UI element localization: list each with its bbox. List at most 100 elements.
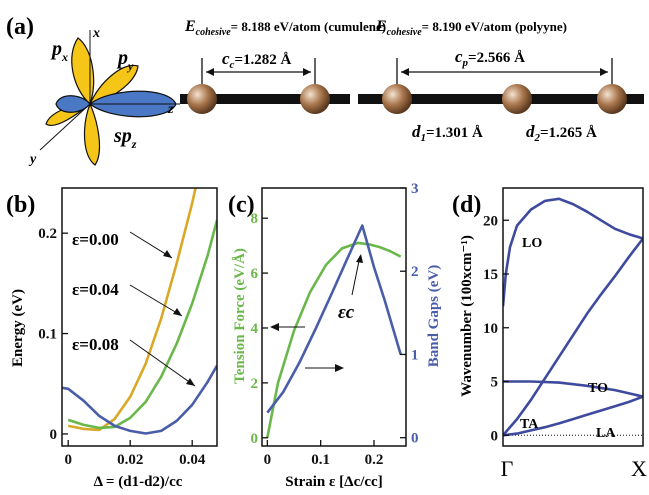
y-tick-label: 0: [491, 428, 499, 444]
y-tick-label: 2: [251, 376, 259, 392]
arrowhead-epsc: [356, 254, 363, 263]
panel-d-branch-labels: LO TO TA LA: [520, 236, 616, 441]
z-axis-label: z: [167, 102, 174, 117]
panel-a-label: (a): [6, 14, 34, 40]
y-axis-line: [39, 103, 91, 151]
x-tick-label: X: [631, 456, 647, 481]
arrow-epsc: [351, 255, 361, 296]
arrowhead-eps-0: [163, 250, 172, 258]
arrowhead-bandgap: [335, 364, 344, 372]
y-right-tick-label: 0: [411, 431, 419, 447]
branch-line-la: [503, 395, 643, 437]
panel-c-annotations: εc: [270, 254, 363, 372]
panel-c: (c) 0 0.1 0.2 0 2 4 6 8 0 1 2 3 Tension Force (eV…: [228, 181, 442, 490]
cp-arrowhead-left: [401, 68, 409, 76]
cc-arrowhead-right: [303, 68, 311, 76]
polyyne-energy-label: Ecohesive= 8.190 eV/atom (polyyne): [375, 18, 567, 38]
x-tick-label: Γ: [501, 456, 514, 481]
x-tick-label: 0.2: [365, 452, 384, 468]
y-tick-label: 15: [483, 267, 498, 283]
panel-c-ylabel-right: Band Gaps (eV): [426, 265, 442, 368]
panel-b-xticks: 0 0.02 0.04: [64, 440, 206, 468]
px-lobe-down: [83, 102, 101, 166]
x-tick-label: 0.1: [311, 452, 330, 468]
d2-label: d2=1.265 Å: [526, 122, 597, 144]
series-line-2: [62, 365, 217, 435]
y-tick-label: 0.2: [38, 226, 57, 242]
panel-b-ylabel: Energy (eV): [10, 289, 26, 367]
y-tick-label: 5: [491, 375, 499, 391]
branch-label-la: LA: [596, 426, 616, 441]
cumulene-bond: [180, 94, 350, 104]
spz-label: spz: [113, 125, 137, 151]
y-tick-label: 8: [251, 211, 259, 227]
arrowhead-eps-008: [186, 378, 195, 386]
series-line-1: [266, 224, 402, 414]
cc-label: cc=1.282 Å: [222, 49, 291, 71]
panel-c-series: [266, 224, 402, 439]
y-tick-label: 20: [483, 213, 498, 229]
panel-c-ylabel: Tension Force (eV/Å): [232, 248, 248, 384]
panel-c-xlabel: Strain ε [Δc/cc]: [285, 474, 382, 490]
panel-b-label: (b): [6, 192, 35, 218]
y-right-tick-label: 3: [411, 181, 419, 197]
cumulene-atom-1: [187, 84, 217, 114]
px-lobe-up: [71, 37, 95, 106]
branch-label-ta: TA: [520, 417, 539, 432]
panel-b: (b) 0 0.02 0.04 0 0.1 0.2 Energy (eV) Δ = (d…: [6, 187, 218, 490]
polyyne-bond: [358, 94, 644, 104]
y-tick-label: 0: [50, 427, 58, 443]
series-line-0: [67, 188, 197, 432]
branch-label-to: TO: [588, 381, 608, 396]
cumulene-energy-label: Ecohesive= 8.188 eV/atom (cumulene): [184, 18, 386, 38]
panel-c-yticks: 0 2 4 6 8: [251, 211, 268, 447]
panel-b-frame: [61, 187, 218, 447]
y-tick-label: 4: [251, 321, 259, 337]
x-tick-label: 0.02: [117, 452, 143, 468]
polyyne-atom-3: [597, 84, 627, 114]
cp-arrowhead-right: [600, 68, 608, 76]
panel-b-yticks: 0 0.1 0.2: [38, 226, 68, 443]
polyyne-atom-1: [382, 84, 412, 114]
panel-c-xticks: 0 0.1 0.2: [264, 440, 384, 468]
y-tick-label: 6: [251, 266, 259, 282]
panel-d-ylabel: Wavenumber (100xcm⁻¹): [459, 235, 475, 397]
px-label: px: [50, 38, 68, 64]
branch-line-lo: [503, 197, 643, 307]
branch-line-ta: [503, 237, 643, 437]
panel-d-label: (d): [452, 192, 481, 218]
panel-d-frame: [502, 187, 644, 447]
panel-c-label: (c): [228, 192, 255, 218]
branch-line-to: [503, 380, 643, 398]
cc-arrowhead-left: [206, 68, 214, 76]
y-right-tick-label: 2: [411, 264, 419, 280]
x-axis-label: x: [92, 26, 100, 41]
epsc-label: εc: [338, 302, 355, 323]
cumulene-chain: Ecohesive= 8.188 eV/atom (cumulene) cc=1…: [180, 18, 386, 114]
cumulene-atom-2: [300, 84, 330, 114]
y-tick-label: 0: [251, 431, 259, 447]
x-tick-label: 0.04: [179, 452, 206, 468]
polyyne-atom-2: [502, 84, 532, 114]
y-right-tick-label: 1: [411, 347, 419, 363]
polyyne-chain: Ecohesive= 8.190 eV/atom (polyyne) cp=2.…: [358, 18, 644, 144]
arrowhead-eps-004: [173, 308, 182, 316]
y-tick-label: 10: [483, 321, 498, 337]
panel-c-frame: [261, 187, 407, 447]
panel-b-xlabel: Δ = (d1-d2)/cc: [94, 474, 183, 490]
panel-d-series: [503, 197, 643, 437]
legend-eps-0: ε=0.00: [72, 230, 119, 249]
legend-eps-008: ε=0.08: [72, 335, 119, 354]
arrowhead-tension: [270, 323, 279, 331]
panel-d-yticks: 0 5 10 15 20: [483, 213, 509, 444]
arrow-eps-004: [129, 284, 183, 317]
panel-b-series: [62, 188, 217, 435]
orbital-cartoon: x z y px py spz: [28, 26, 180, 167]
y-tick-label: 0.1: [38, 327, 57, 343]
d1-label: d1=1.301 Å: [412, 122, 483, 144]
series-line-1: [67, 219, 217, 430]
y-axis-label: y: [28, 152, 37, 167]
